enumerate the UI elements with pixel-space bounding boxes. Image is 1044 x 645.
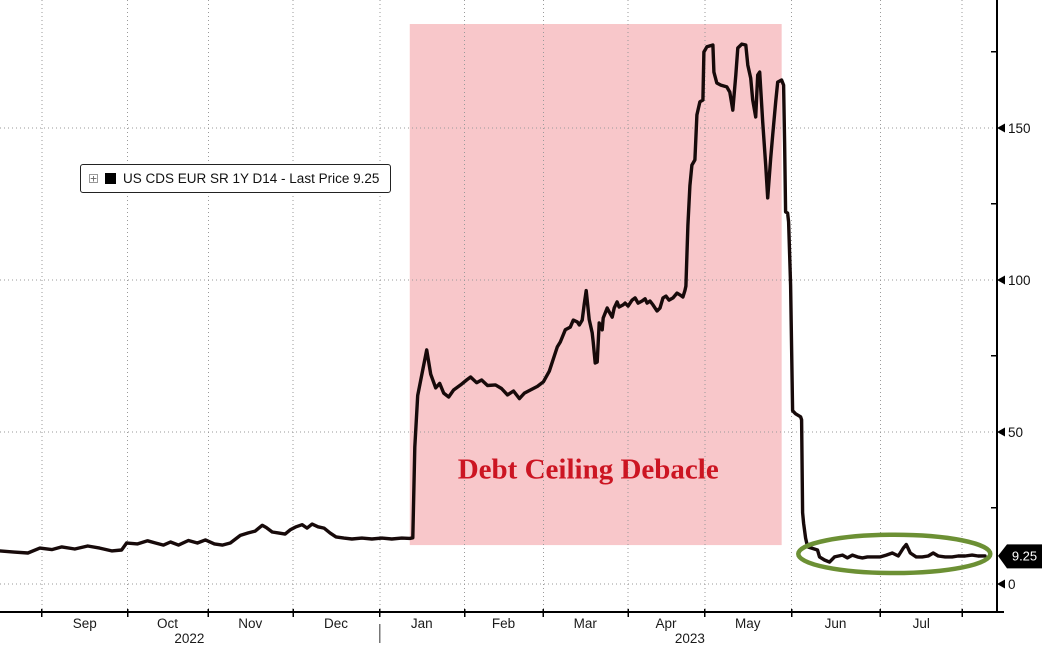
x-axis-month-label: Oct (157, 616, 178, 631)
annotation-text: Debt Ceiling Debacle (458, 453, 719, 485)
x-axis-month-label: Jul (913, 616, 930, 631)
highlight-ellipse (796, 532, 993, 576)
x-axis-month-label: Dec (324, 616, 348, 631)
x-axis-month-label: Sep (73, 616, 97, 631)
highlight-band (409, 24, 782, 546)
expand-icon[interactable]: + (89, 172, 98, 185)
y-axis-arrow-tick (997, 579, 1005, 589)
x-axis-month-label: Jan (411, 616, 433, 631)
x-axis-month-label: May (735, 616, 761, 631)
x-axis-month-label: Apr (655, 616, 677, 631)
last-price-callout (998, 544, 1042, 569)
x-axis-year-label: 2023 (675, 631, 705, 645)
price-line (0, 42, 987, 564)
series-marker-icon (105, 173, 116, 184)
y-axis-label: 150 (1008, 121, 1031, 136)
series-label: US CDS EUR SR 1Y D14 - Last Price 9.25 (123, 171, 380, 186)
x-axis-year-label: 2022 (174, 631, 204, 645)
x-axis-month-label: Jun (825, 616, 847, 631)
x-axis-month-label: Feb (492, 616, 515, 631)
last-price-label: 9.25 (1012, 549, 1037, 564)
y-axis-label: 0 (1008, 577, 1016, 592)
x-axis-month-label: Mar (574, 616, 598, 631)
y-axis-label: 100 (1008, 273, 1031, 288)
y-axis-arrow-tick (997, 427, 1005, 437)
y-axis-arrow-tick (997, 123, 1005, 133)
y-axis-arrow-tick (997, 275, 1005, 285)
x-axis-month-label: Nov (238, 616, 262, 631)
y-axis-label: 50 (1008, 425, 1023, 440)
legend-box[interactable]: + US CDS EUR SR 1Y D14 - Last Price 9.25 (80, 164, 392, 193)
